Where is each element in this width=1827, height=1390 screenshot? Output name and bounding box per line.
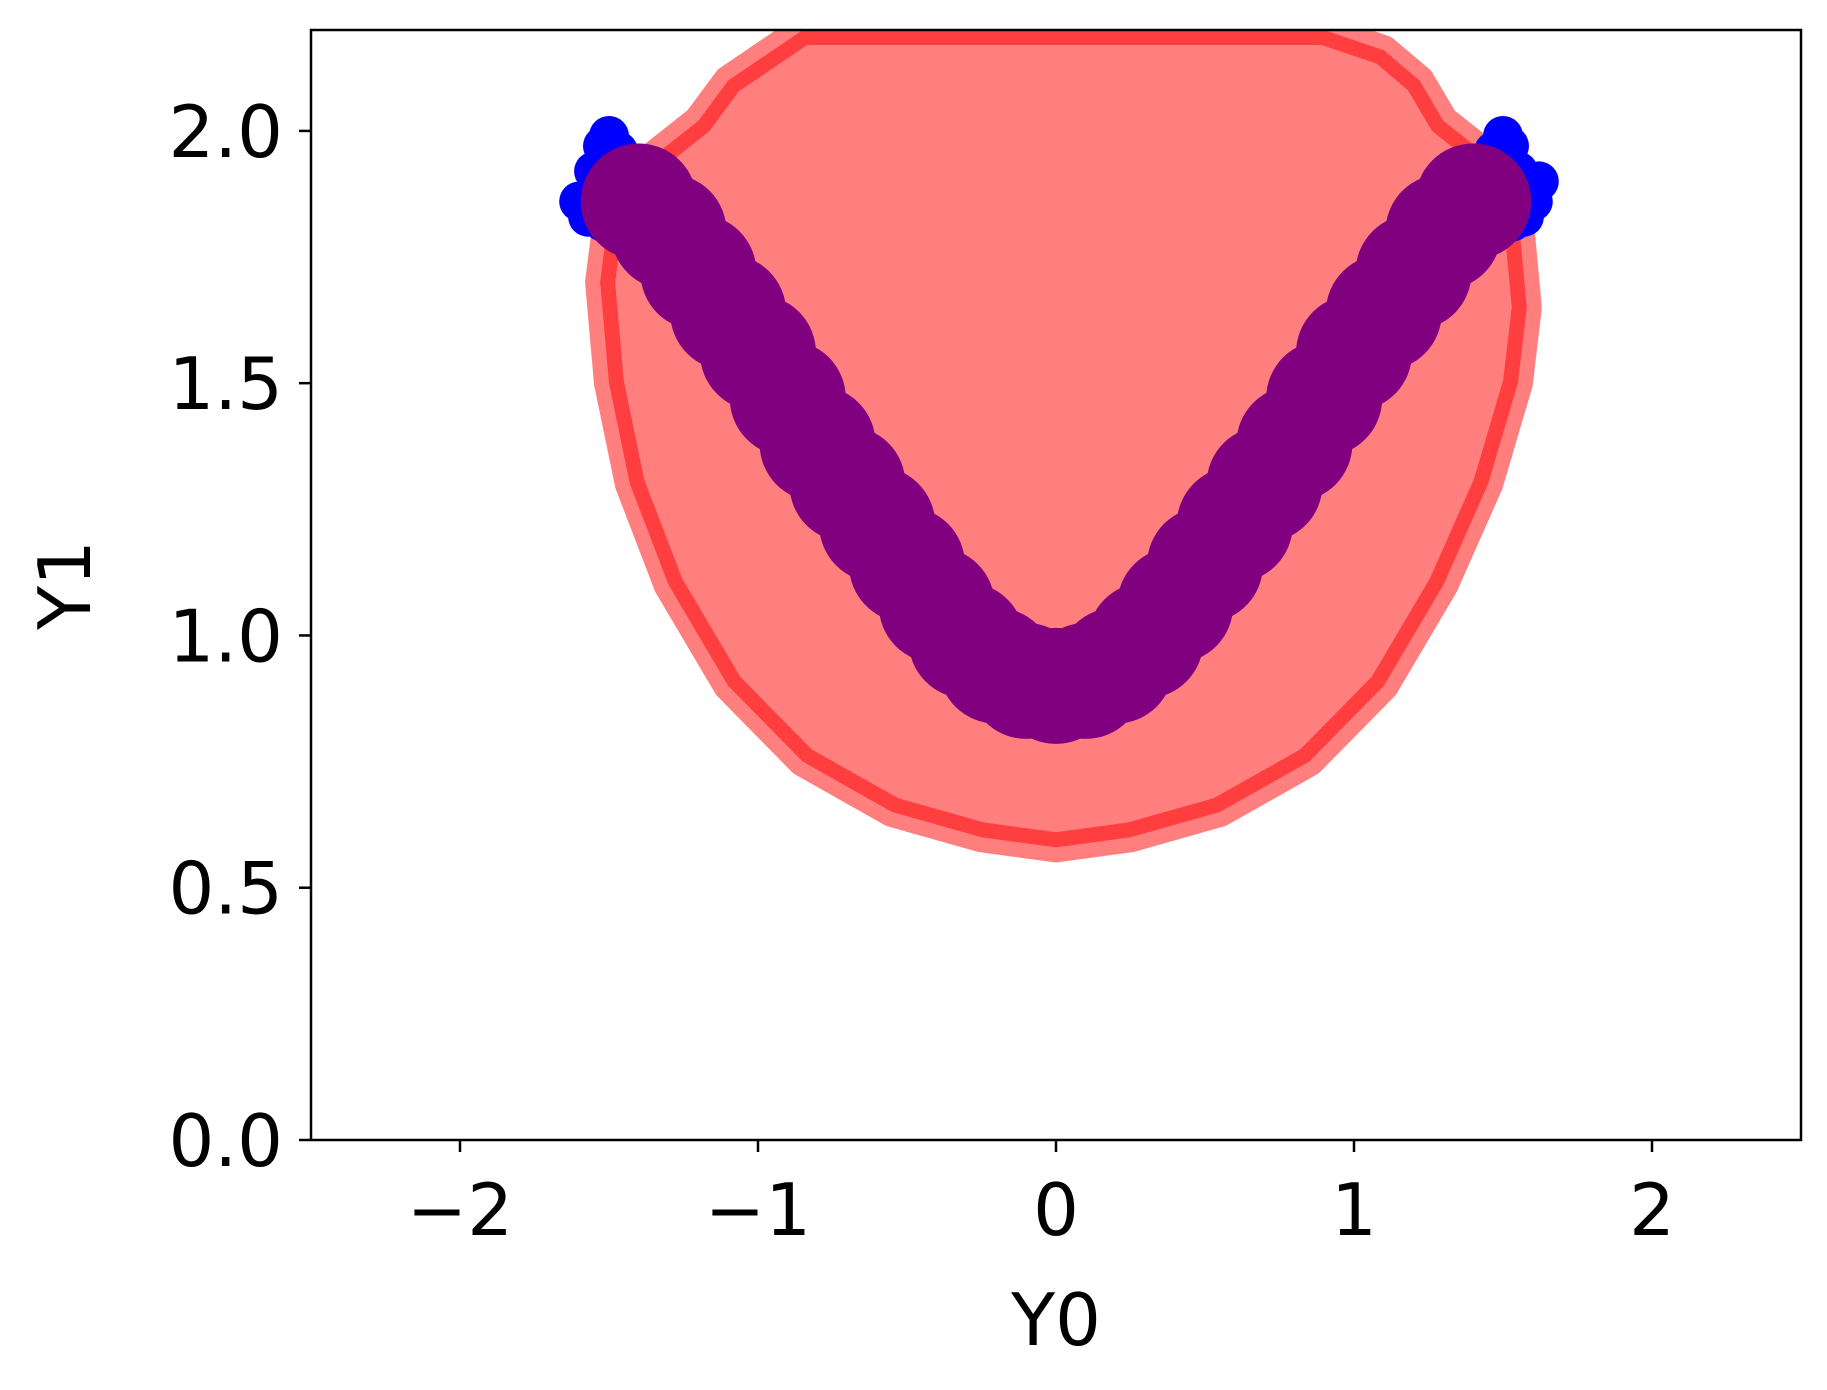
x-tick-label: 2 [1629, 1168, 1675, 1252]
plot-area [559, 30, 1559, 863]
red-region [585, 30, 1542, 863]
x-tick-label: 0 [1033, 1168, 1079, 1252]
y-axis-label: Y1 [23, 540, 107, 631]
purple-points [580, 143, 1532, 744]
y-tick-label: 0.0 [168, 1099, 283, 1183]
purple-point [1415, 143, 1532, 260]
y-tick-label: 1.5 [168, 342, 283, 426]
axis-ticks: −2 −1 0 1 2 0.0 0.5 1.0 1.5 2.0 [168, 90, 1674, 1252]
x-tick-label: −1 [705, 1168, 811, 1252]
y-tick-label: 1.0 [168, 594, 283, 678]
y-tick-label: 0.5 [168, 847, 283, 931]
x-axis-label: Y0 [1010, 1278, 1101, 1362]
x-tick-label: 1 [1331, 1168, 1377, 1252]
y-tick-label: 2.0 [168, 90, 283, 174]
x-tick-label: −2 [407, 1168, 513, 1252]
